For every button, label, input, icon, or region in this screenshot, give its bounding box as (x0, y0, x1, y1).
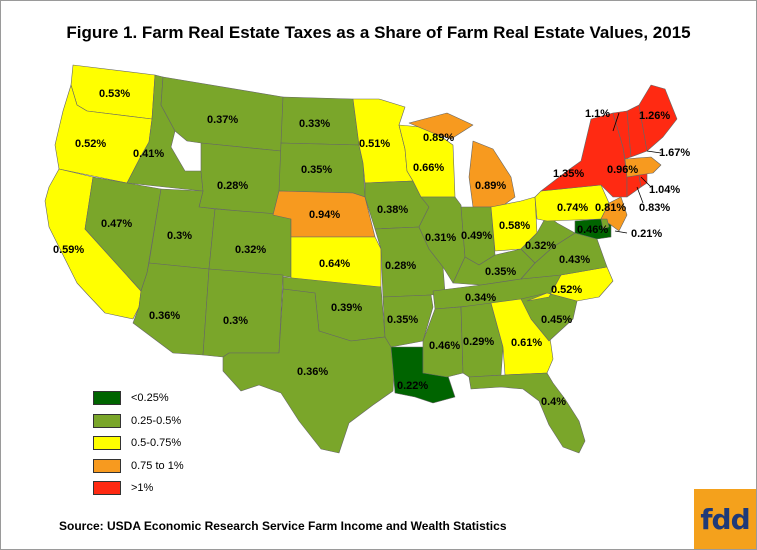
state-de (600, 218, 610, 230)
legend-swatch (93, 413, 121, 428)
label-ri: 1.04% (649, 184, 680, 196)
label-sd: 0.35% (301, 164, 332, 176)
legend-label: 0.25-0.5% (131, 414, 182, 427)
state-ny (540, 112, 628, 198)
state-nm (202, 268, 284, 358)
label-nd: 0.33% (299, 118, 330, 130)
label-ms: 0.46% (429, 340, 460, 352)
label-ma: 0.96% (607, 164, 638, 176)
state-wy (198, 142, 282, 216)
state-mi-upper (408, 112, 474, 140)
label-or: 0.52% (75, 138, 106, 150)
label-sc: 0.45% (541, 314, 572, 326)
legend-item-05-075: 0.5-0.75% (93, 432, 184, 455)
state-co (208, 208, 292, 278)
label-az: 0.36% (149, 310, 180, 322)
legend-label: >1% (131, 482, 154, 495)
label-mi: 0.89% (475, 180, 506, 192)
label-il: 0.31% (425, 232, 456, 244)
legend: <0.25% 0.25-0.5% 0.5-0.75% 0.75 to 1% >1… (93, 387, 184, 500)
label-pa: 0.74% (557, 202, 588, 214)
label-mi-lake: 0.89% (423, 132, 454, 144)
label-md: 0.21% (631, 228, 662, 240)
label-nv: 0.47% (101, 218, 132, 230)
state-wv (520, 214, 576, 264)
state-mi (468, 140, 516, 208)
legend-label: 0.5-0.75% (131, 437, 182, 450)
state-vt (612, 110, 632, 160)
label-ny: 1.35% (553, 168, 584, 180)
label-nj: 0.81% (595, 202, 626, 214)
legend-swatch (93, 391, 121, 406)
legend-swatch (93, 436, 121, 451)
label-vt: 1.1% (585, 108, 610, 120)
label-mt: 0.37% (207, 114, 238, 126)
legend-label: 0.75 to 1% (131, 459, 184, 472)
label-co: 0.32% (235, 244, 266, 256)
fdd-logo: fdd (694, 489, 756, 549)
label-mn: 0.51% (359, 138, 390, 150)
label-ct: 0.83% (639, 202, 670, 214)
label-va: 0.43% (559, 254, 590, 266)
label-tn: 0.34% (465, 292, 496, 304)
legend-item-075-1: 0.75 to 1% (93, 455, 184, 478)
label-la: 0.22% (397, 380, 428, 392)
label-ky: 0.35% (485, 266, 516, 278)
label-ar: 0.35% (387, 314, 418, 326)
label-fl: 0.4% (541, 396, 566, 408)
legend-item-lt025: <0.25% (93, 387, 184, 410)
label-nc: 0.52% (551, 284, 582, 296)
label-ca: 0.59% (53, 244, 84, 256)
label-me: 1.26% (639, 110, 670, 122)
legend-swatch (93, 458, 121, 473)
label-nh: 1.67% (659, 147, 690, 159)
state-il (418, 196, 466, 284)
label-nm: 0.3% (223, 315, 248, 327)
label-ok: 0.39% (331, 302, 362, 314)
legend-item-025-05: 0.25-0.5% (93, 410, 184, 433)
label-wv: 0.32% (525, 240, 556, 252)
label-de: 0.46% (577, 224, 608, 236)
label-ks: 0.64% (319, 258, 350, 270)
label-al: 0.29% (463, 336, 494, 348)
leader-lines (612, 112, 662, 234)
legend-swatch (93, 481, 121, 496)
state-ma (624, 156, 662, 178)
label-wi: 0.66% (413, 162, 444, 174)
label-ia: 0.38% (377, 204, 408, 216)
label-wy: 0.28% (217, 180, 248, 192)
label-in: 0.49% (461, 230, 492, 242)
legend-item-gt1: >1% (93, 477, 184, 500)
state-fl (468, 372, 586, 454)
label-tx: 0.36% (297, 366, 328, 378)
logo-text: fdd (700, 502, 750, 536)
state-nc (526, 266, 614, 302)
state-tx (222, 288, 396, 454)
label-ut: 0.3% (167, 230, 192, 242)
state-ct (626, 174, 642, 198)
label-ga: 0.61% (511, 337, 542, 349)
state-ks (290, 236, 382, 288)
label-mo: 0.28% (385, 260, 416, 272)
source-note: Source: USDA Economic Research Service F… (59, 519, 507, 533)
figure-title: Figure 1. Farm Real Estate Taxes as a Sh… (66, 23, 691, 42)
label-wa: 0.53% (99, 88, 130, 100)
label-oh: 0.58% (499, 220, 530, 232)
label-id: 0.41% (133, 148, 164, 160)
legend-label: <0.25% (131, 392, 169, 405)
label-ne: 0.94% (309, 209, 340, 221)
